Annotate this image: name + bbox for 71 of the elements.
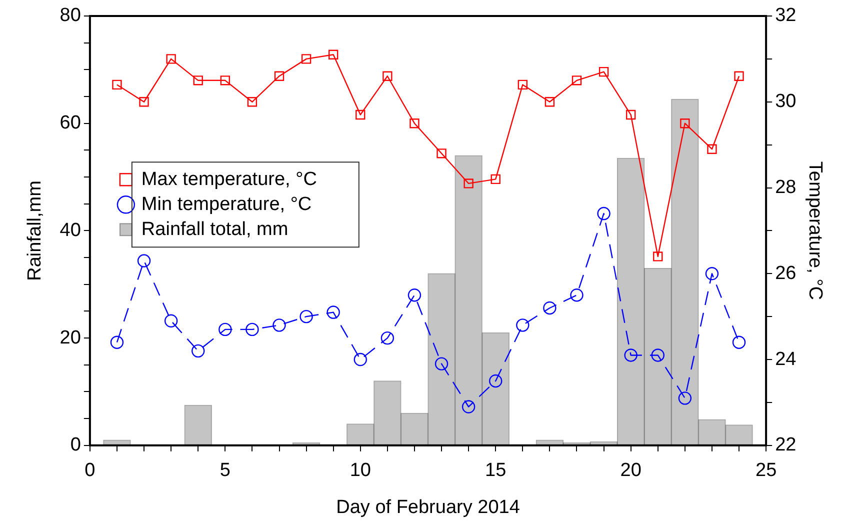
point [705,267,719,280]
point [272,318,286,332]
y2-axis-title: Temperature, °C [804,161,826,300]
y2-tick-label: 28 [775,176,796,198]
point [516,318,530,332]
point [274,71,284,81]
legend-label: Min temperature, °C [141,194,312,215]
y-tick-label: 60 [60,112,81,134]
point [354,352,367,366]
point [164,314,178,328]
point [572,76,582,86]
x-tick-label: 5 [220,460,230,482]
x-axis-title: Day of February 2014 [336,496,520,518]
y-axis-title: Rainfall,mm [24,180,46,281]
x-tick-label: 0 [84,460,96,482]
legend-label: Max temperature, °C [141,168,317,190]
x-tick-label: 20 [620,460,642,482]
x-tick-label: 25 [755,460,777,482]
point [678,392,692,405]
y2-tick-label: 22 [775,434,796,456]
point [462,400,476,414]
y2-tick-label: 30 [775,91,796,112]
point [192,344,205,358]
point [436,148,446,158]
point [112,80,122,90]
point [544,97,555,107]
y-tick-label: 80 [60,5,81,26]
point [518,80,528,90]
y-tick-label: 40 [60,220,81,241]
legend-label: Rainfall total, mm [141,218,288,240]
point [246,322,259,336]
y-tick-label: 20 [60,327,81,348]
point [490,174,500,184]
point [326,306,340,319]
y-tick-label: 0 [70,434,81,456]
point [218,322,232,336]
point [734,71,744,81]
point [382,71,392,81]
point [139,97,149,107]
point [300,310,313,324]
point [247,97,258,107]
point [707,144,717,154]
point [626,110,636,120]
point [220,76,230,86]
point [570,288,584,302]
point [380,331,394,345]
point [624,348,638,362]
point [680,118,690,128]
point [110,336,124,349]
y2-tick-label: 32 [775,5,796,26]
point [356,110,366,120]
point [193,76,203,86]
point [434,357,448,370]
point [408,288,422,302]
x-tick-label: 10 [350,460,371,482]
point [328,50,338,60]
x-tick-label: 15 [485,460,506,482]
point [597,206,610,220]
point [732,336,746,349]
point [166,54,176,64]
point [137,254,151,268]
point [410,118,420,128]
y2-tick-label: 24 [775,348,797,370]
point [489,374,502,388]
point [464,178,474,188]
point [653,252,663,262]
point [301,54,312,64]
point [598,66,609,77]
y2-tick-label: 26 [775,262,796,284]
point [651,348,664,362]
point [543,301,556,315]
